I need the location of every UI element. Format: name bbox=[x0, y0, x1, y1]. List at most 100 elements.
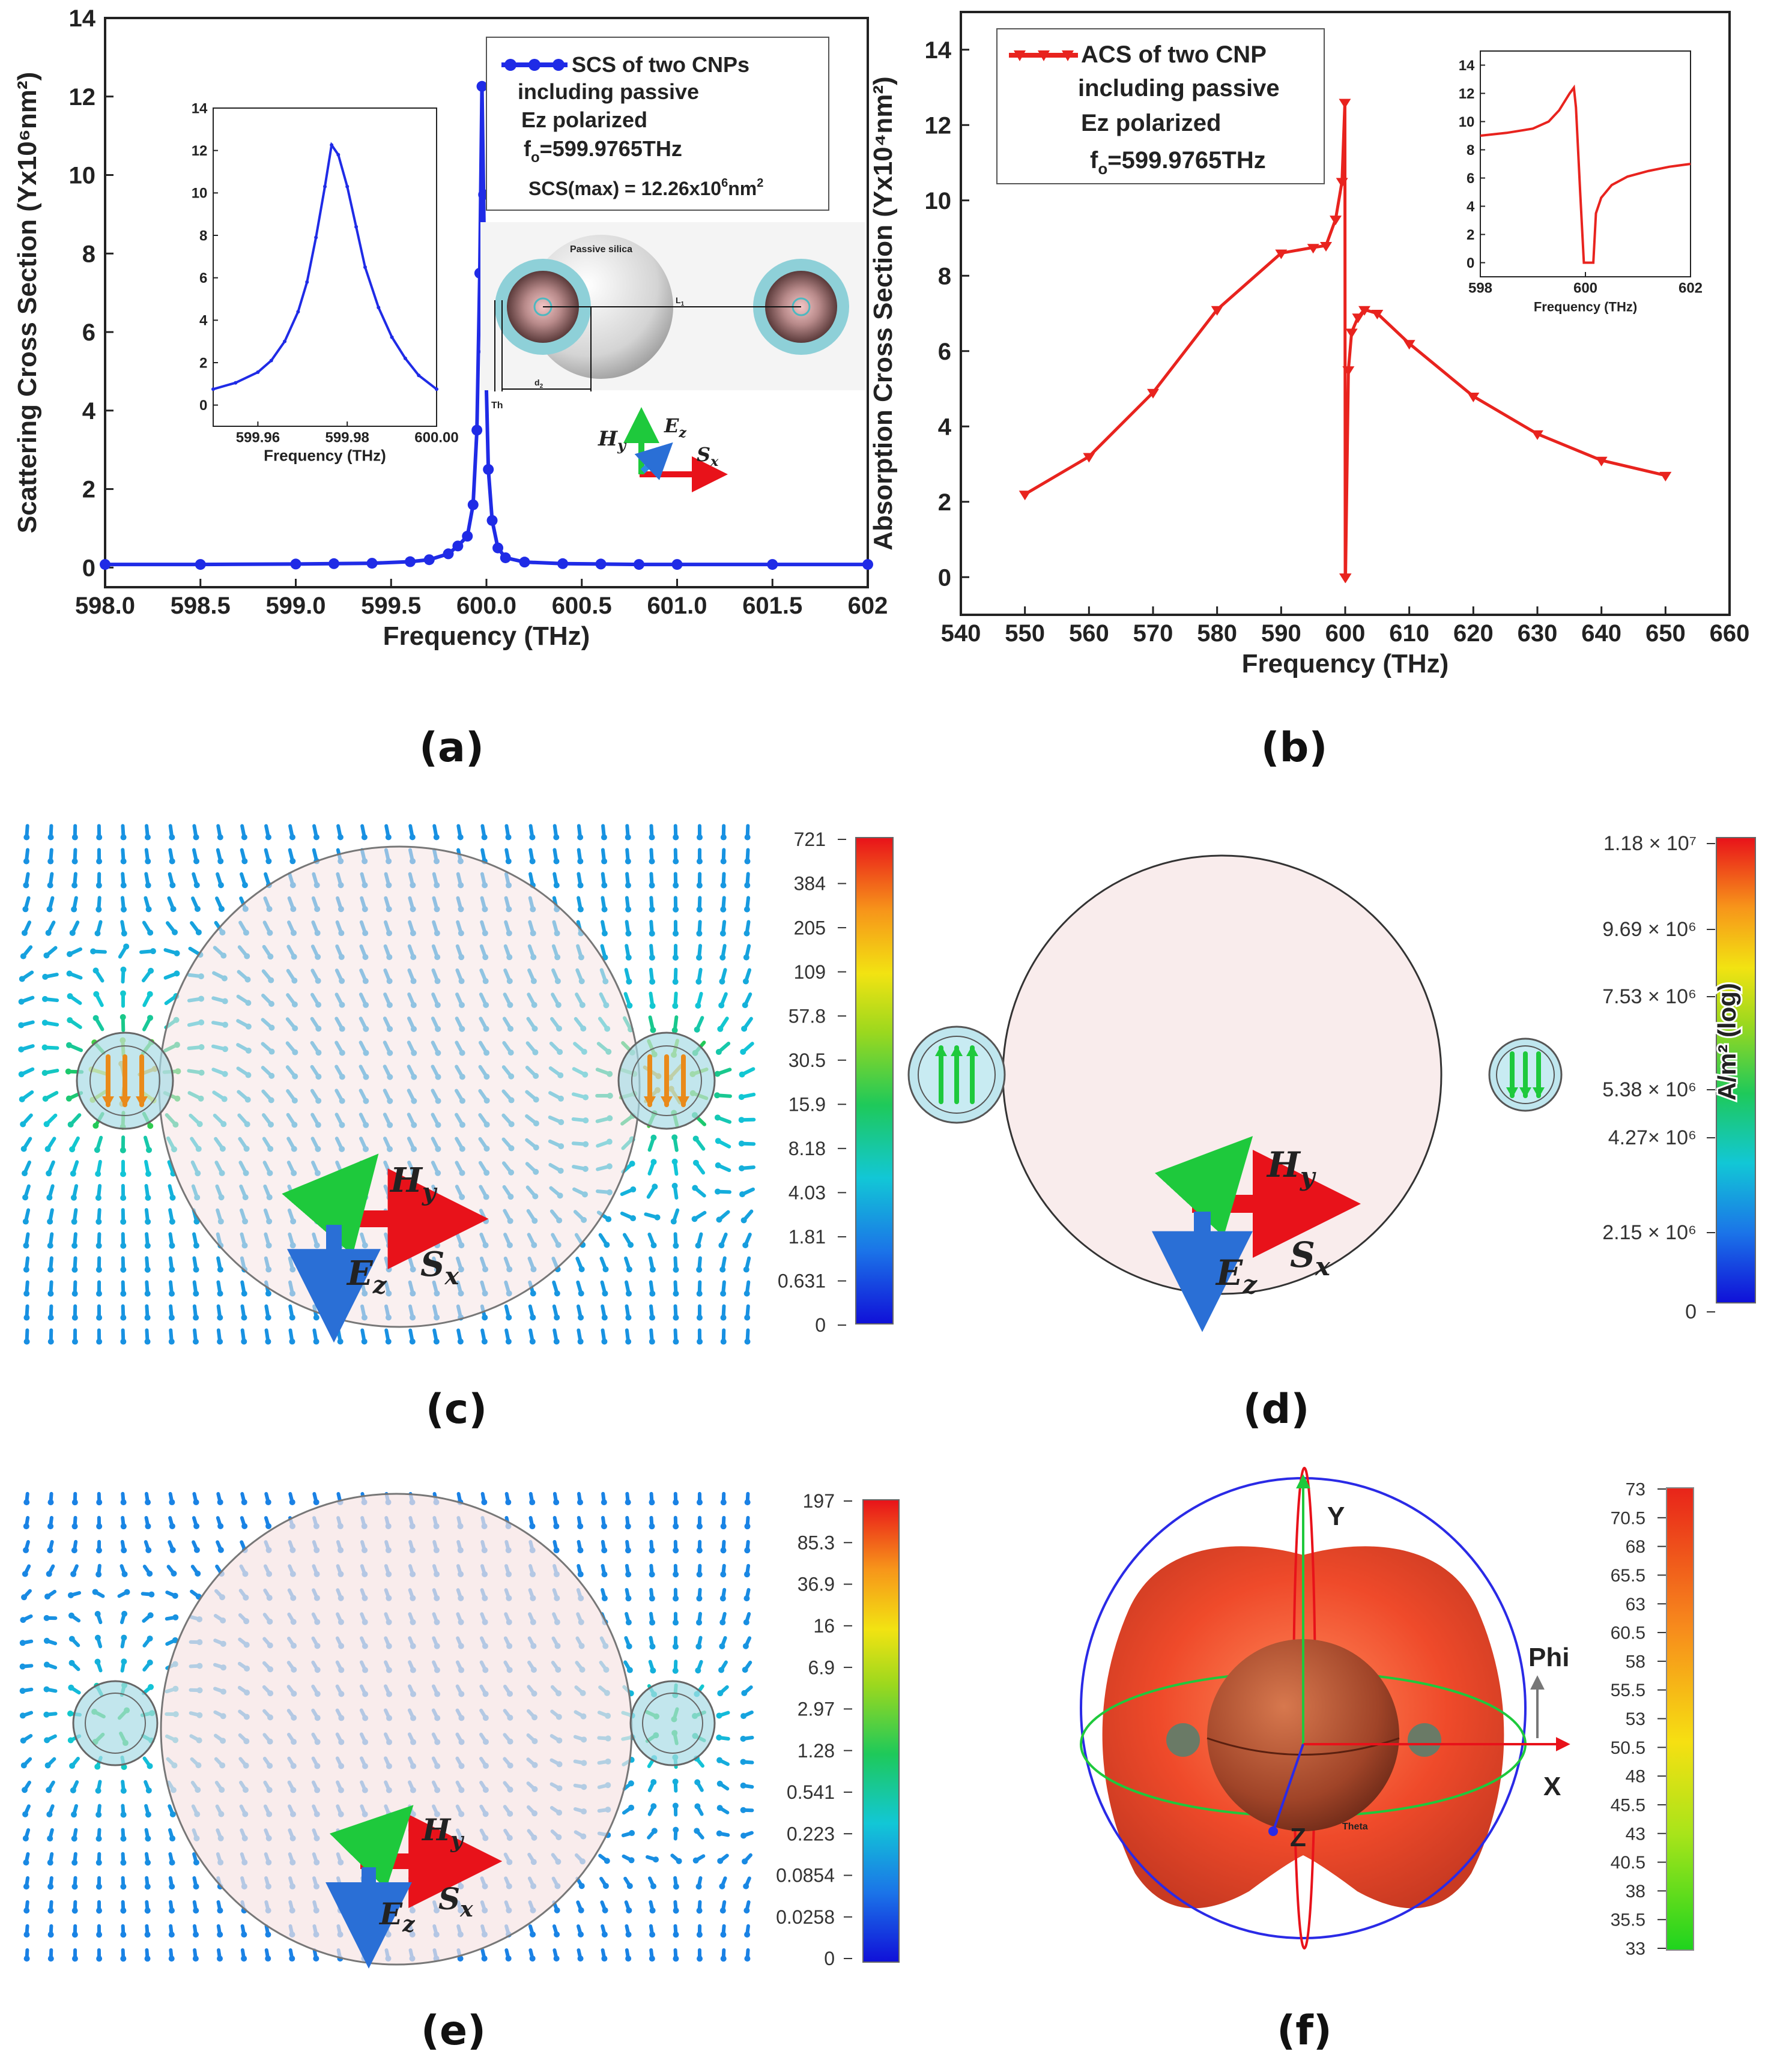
field-arrow-head bbox=[18, 1022, 25, 1028]
field-arrow-head bbox=[193, 1907, 199, 1914]
field-arrow-head bbox=[601, 1547, 608, 1554]
data-point bbox=[363, 265, 367, 269]
field-arrow-head bbox=[673, 1338, 679, 1345]
l-sub: 1 bbox=[681, 301, 685, 307]
field-arrow-head bbox=[649, 906, 655, 913]
field-arrow-head bbox=[66, 951, 73, 958]
field-arrow-head bbox=[743, 906, 750, 913]
data-point bbox=[1330, 216, 1342, 226]
field-arrow-head bbox=[720, 906, 727, 913]
field-arrow-head bbox=[692, 1135, 699, 1142]
field-arrow-head bbox=[41, 1019, 48, 1026]
colorbar-tick-label: 55.5 bbox=[1611, 1681, 1645, 1700]
passive-silica-label: Passive silica bbox=[570, 244, 632, 255]
colorbar-tick-label: 33 bbox=[1626, 1939, 1645, 1959]
field-arrow-head bbox=[716, 1830, 722, 1837]
field-arrow-head bbox=[673, 1883, 679, 1890]
field-arrow-head bbox=[650, 1027, 656, 1033]
field-arrow-head bbox=[578, 1290, 584, 1297]
field-arrow-head bbox=[41, 1069, 48, 1076]
field-arrow-head bbox=[71, 1266, 78, 1273]
x-tick-label: 540 bbox=[941, 620, 981, 647]
colorbar-tick-label: 15.9 bbox=[789, 1093, 826, 1115]
legend-scs-sup: 6 bbox=[721, 177, 728, 190]
field-arrow-head bbox=[482, 1314, 488, 1321]
data-point bbox=[486, 515, 498, 526]
field-arrow-head bbox=[174, 950, 180, 956]
cnp-current-arrows-d bbox=[935, 1045, 1545, 1104]
field-arrow-head bbox=[650, 1242, 657, 1249]
field-arrow-head bbox=[47, 1314, 54, 1321]
data-point bbox=[500, 552, 511, 563]
field-arrow-head bbox=[601, 1499, 607, 1506]
e-symbol: E bbox=[664, 414, 679, 437]
field-arrow-head bbox=[169, 1290, 175, 1297]
field-arrow-head bbox=[694, 1828, 700, 1834]
field-arrow-head bbox=[65, 1068, 71, 1075]
x-tick-label: 660 bbox=[1710, 620, 1750, 647]
field-arrow-head bbox=[337, 834, 344, 841]
field-arrow-head bbox=[720, 834, 727, 841]
field-arrow-head bbox=[22, 1218, 29, 1225]
field-arrow-head bbox=[740, 1736, 746, 1742]
data-point bbox=[354, 225, 359, 229]
field-arrow-head bbox=[120, 1218, 127, 1225]
field-arrow-head bbox=[265, 1314, 271, 1321]
field-arrow-head bbox=[67, 993, 73, 1000]
field-arrow-head bbox=[625, 1290, 632, 1297]
colorbar-tick-label: 2.15 × 10⁶ bbox=[1602, 1221, 1697, 1244]
panel-e: Hy Ez Sx 197 85.3 36.9 16 6.9 2.97 1.28 0.541 0.… bbox=[19, 1490, 900, 1969]
field-arrow-head bbox=[169, 1218, 175, 1225]
cnp-arrow-head bbox=[1519, 1087, 1531, 1098]
field-arrow-head bbox=[23, 1523, 29, 1530]
field-arrow-head bbox=[46, 1571, 52, 1577]
field-arrow-head bbox=[23, 1499, 30, 1506]
x-tick-label: 570 bbox=[1133, 620, 1173, 647]
legend-line4: fo=599.9765THz bbox=[524, 136, 682, 166]
cnp-arrow-head bbox=[1506, 1087, 1518, 1098]
field-arrow-head bbox=[604, 1242, 610, 1248]
field-arrow-head bbox=[96, 1314, 103, 1321]
field-arrow-head bbox=[742, 1858, 748, 1865]
s-symbol-d: S bbox=[1290, 1234, 1315, 1275]
field-arrow-head bbox=[671, 1027, 678, 1033]
field-arrow-head bbox=[718, 1667, 725, 1673]
data-point bbox=[1342, 366, 1355, 376]
field-arrow-head bbox=[71, 1835, 77, 1842]
field-arrow-head bbox=[23, 834, 30, 841]
field-arrow-head bbox=[145, 1835, 151, 1842]
field-arrow-head bbox=[649, 1499, 655, 1506]
field-arrow-head bbox=[42, 1095, 49, 1102]
data-point bbox=[462, 531, 473, 542]
field-arrow-head bbox=[715, 1138, 721, 1144]
field-arrow-head bbox=[673, 1290, 679, 1297]
caption-c: (c) bbox=[426, 1386, 487, 1433]
field-arrow-head bbox=[361, 1338, 368, 1345]
e-label-e: Ez bbox=[378, 1896, 416, 1937]
colorbar-tick-label: 197 bbox=[803, 1490, 835, 1512]
field-axes-glyph-e: Hy Ez Sx bbox=[325, 1805, 503, 1969]
field-arrow-head bbox=[553, 1338, 560, 1345]
field-arrow-head bbox=[68, 1660, 75, 1666]
field-arrow-head bbox=[69, 1146, 76, 1153]
field-arrow-head bbox=[217, 1932, 223, 1938]
x-tick-label: 598 bbox=[1468, 280, 1492, 296]
field-arrow-head bbox=[697, 1956, 703, 1962]
field-arrow-head bbox=[96, 1956, 103, 1962]
x-tick-label: 600.5 bbox=[552, 593, 612, 619]
data-point bbox=[366, 558, 378, 569]
field-arrow-head bbox=[720, 1499, 727, 1506]
data-point bbox=[390, 335, 394, 339]
field-arrow-head bbox=[481, 834, 488, 841]
field-arrow-head bbox=[193, 1266, 199, 1273]
field-arrow-head bbox=[95, 1835, 102, 1842]
field-arrow-head bbox=[692, 1185, 698, 1191]
field-arrow-head bbox=[171, 1570, 177, 1577]
field-arrow-head bbox=[193, 1314, 199, 1321]
colorbar-ticks-e: 197 85.3 36.9 16 6.9 2.97 1.28 0.541 0.223 0.0854… bbox=[776, 1490, 852, 1969]
field-arrow-head bbox=[505, 834, 512, 841]
field-arrow-head bbox=[313, 834, 319, 841]
field-arrow-head bbox=[96, 858, 103, 865]
field-arrow-head bbox=[23, 1932, 30, 1938]
x-tick-label: 602 bbox=[1679, 280, 1703, 296]
